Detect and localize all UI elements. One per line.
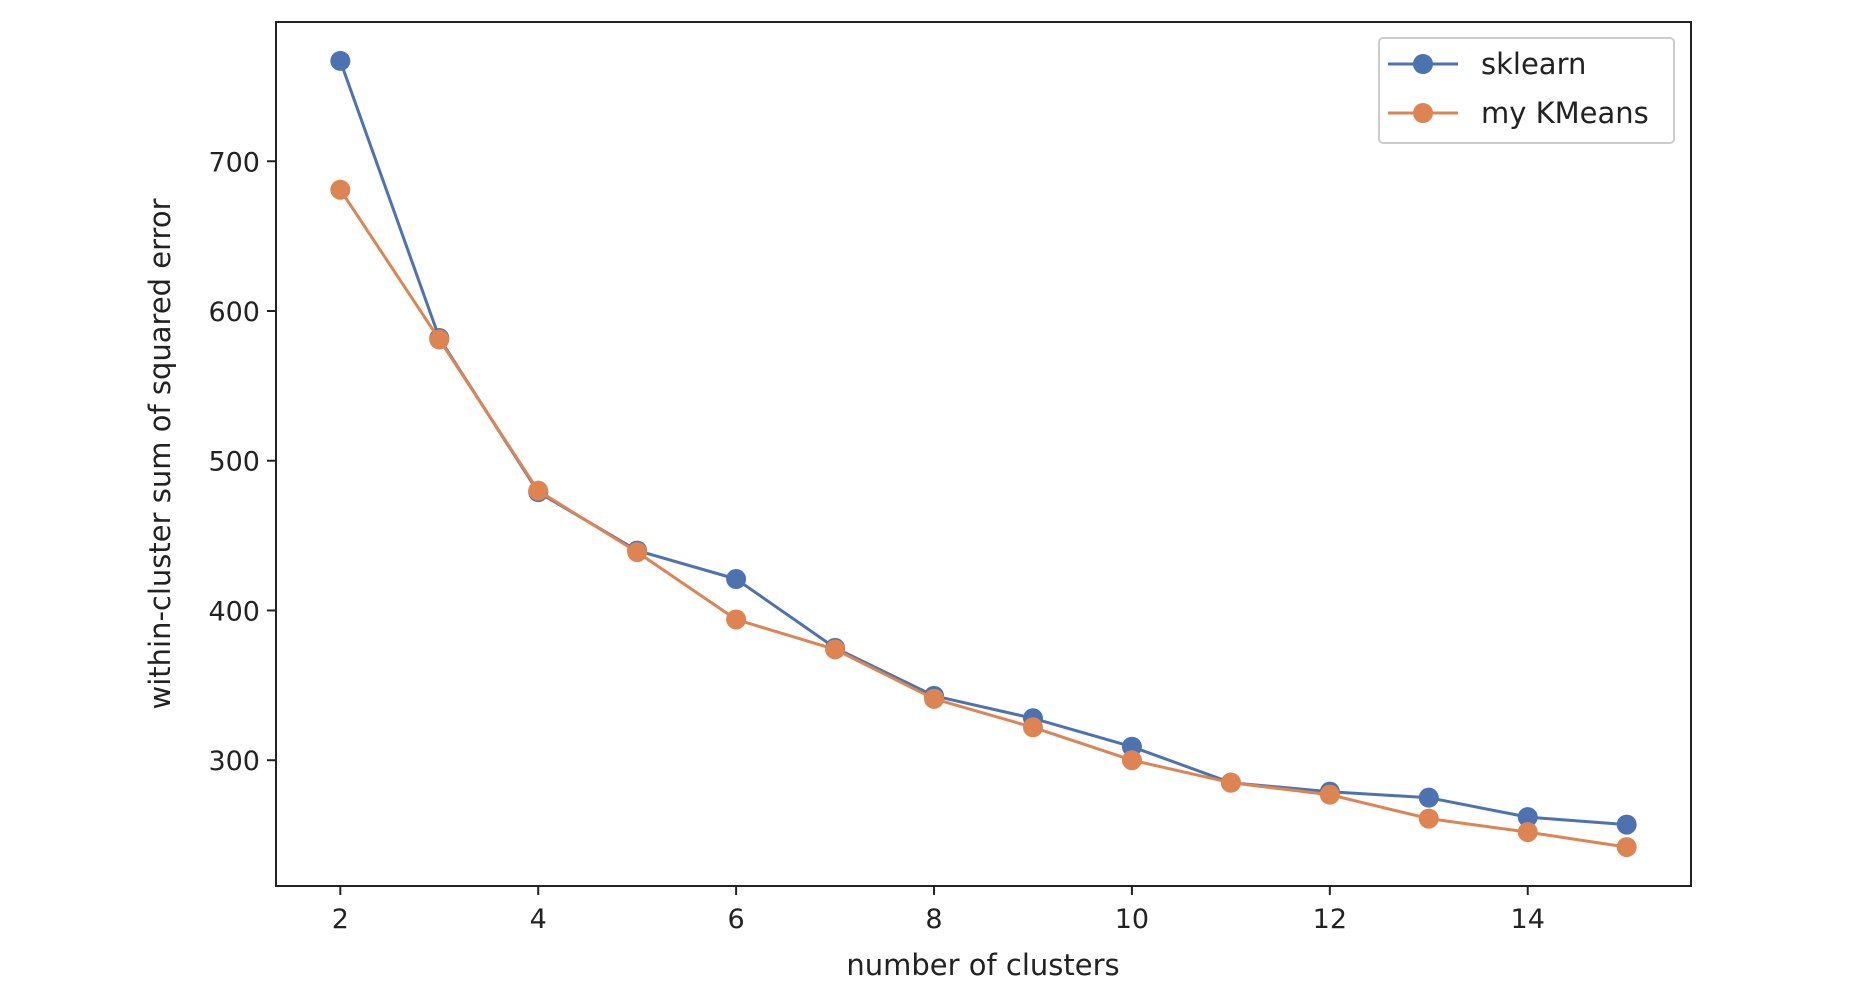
series-line-my-kmeans: [339, 188, 1627, 849]
data-point-sklearn: [330, 50, 351, 71]
data-point-my-kmeans: [1517, 822, 1538, 843]
legend-label-my-kmeans: my KMeans: [1481, 96, 1649, 130]
x-tick-label: 8: [925, 904, 942, 935]
data-point-my-kmeans: [1616, 837, 1637, 858]
y-tick-label: 600: [208, 297, 260, 328]
legend-marker-my-kmeans: [1413, 103, 1433, 123]
data-point-my-kmeans: [1319, 784, 1340, 805]
legend-marker-sklearn: [1413, 54, 1433, 74]
data-point-my-kmeans: [924, 688, 945, 709]
y-tick-label: 400: [208, 596, 260, 627]
y-tick-label: 300: [208, 746, 260, 777]
legend: sklearn my KMeans: [1378, 37, 1675, 144]
x-tick-label: 10: [1115, 904, 1149, 935]
x-tick-label: 12: [1313, 904, 1347, 935]
y-tick-label: 700: [208, 147, 260, 178]
x-axis-ticks: 2 4 6 8 10 12 14: [332, 886, 1545, 935]
data-point-my-kmeans: [825, 639, 846, 660]
y-tick-label: 500: [208, 447, 260, 478]
data-point-sklearn: [1517, 807, 1538, 828]
data-point-my-kmeans: [1022, 717, 1043, 738]
data-point-my-kmeans: [627, 542, 648, 563]
data-point-my-kmeans: [1418, 808, 1439, 829]
data-point-my-kmeans: [726, 609, 747, 630]
data-point-my-kmeans: [330, 179, 351, 200]
x-tick-label: 14: [1511, 904, 1545, 935]
x-tick-label: 2: [332, 904, 349, 935]
x-tick-label: 4: [530, 904, 547, 935]
data-point-sklearn: [1616, 814, 1637, 835]
data-point-my-kmeans: [1220, 772, 1241, 793]
legend-label-sklearn: sklearn: [1481, 47, 1586, 81]
data-point-sklearn: [726, 569, 747, 590]
data-point-my-kmeans: [429, 329, 450, 350]
series-layer: [330, 50, 1637, 858]
data-point-my-kmeans: [1121, 750, 1142, 771]
y-axis-label: within-cluster sum of squared error: [143, 198, 177, 709]
x-tick-label: 6: [728, 904, 745, 935]
y-axis-ticks: 300 400 500 600 700: [208, 147, 276, 777]
data-point-sklearn: [1418, 787, 1439, 808]
data-point-my-kmeans: [528, 480, 549, 501]
plot-area: [275, 21, 1692, 887]
x-axis-label: number of clusters: [846, 948, 1119, 982]
